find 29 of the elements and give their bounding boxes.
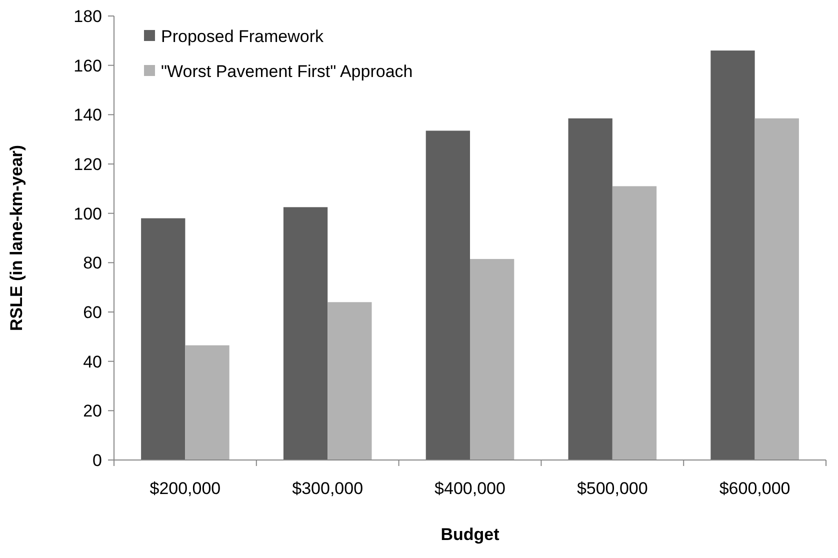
y-axis-title: RSLE (in lane-km-year) bbox=[7, 144, 26, 332]
y-tick-label: 160 bbox=[74, 56, 102, 76]
legend-label: "Worst Pavement First" Approach bbox=[161, 62, 413, 81]
x-axis-title: Budget bbox=[440, 525, 500, 544]
x-tick-label: $500,000 bbox=[576, 479, 648, 498]
y-tick-label: 100 bbox=[74, 204, 102, 224]
x-tick-label: $200,000 bbox=[150, 479, 221, 498]
bar bbox=[283, 207, 328, 460]
y-tick-label: 180 bbox=[74, 6, 102, 26]
y-tick-label: 20 bbox=[83, 402, 102, 421]
x-tick-label: $300,000 bbox=[292, 479, 364, 498]
bar bbox=[185, 345, 230, 460]
legend-label: Proposed Framework bbox=[161, 26, 324, 46]
y-tick-label: 140 bbox=[74, 106, 102, 125]
bar bbox=[470, 258, 514, 460]
bar bbox=[328, 302, 372, 460]
bar bbox=[710, 50, 755, 460]
y-tick-label: 40 bbox=[83, 352, 102, 372]
bar bbox=[612, 186, 657, 460]
bar bbox=[426, 130, 470, 460]
y-tick-label: 120 bbox=[74, 154, 102, 174]
bar bbox=[141, 218, 186, 460]
y-tick-label: 0 bbox=[92, 450, 102, 470]
y-tick-label: 80 bbox=[83, 254, 102, 273]
y-tick-label: 60 bbox=[83, 302, 102, 322]
bar bbox=[568, 118, 612, 460]
x-tick-label: $400,000 bbox=[434, 479, 506, 498]
bar bbox=[754, 118, 799, 460]
x-tick-label: $600,000 bbox=[719, 479, 790, 498]
